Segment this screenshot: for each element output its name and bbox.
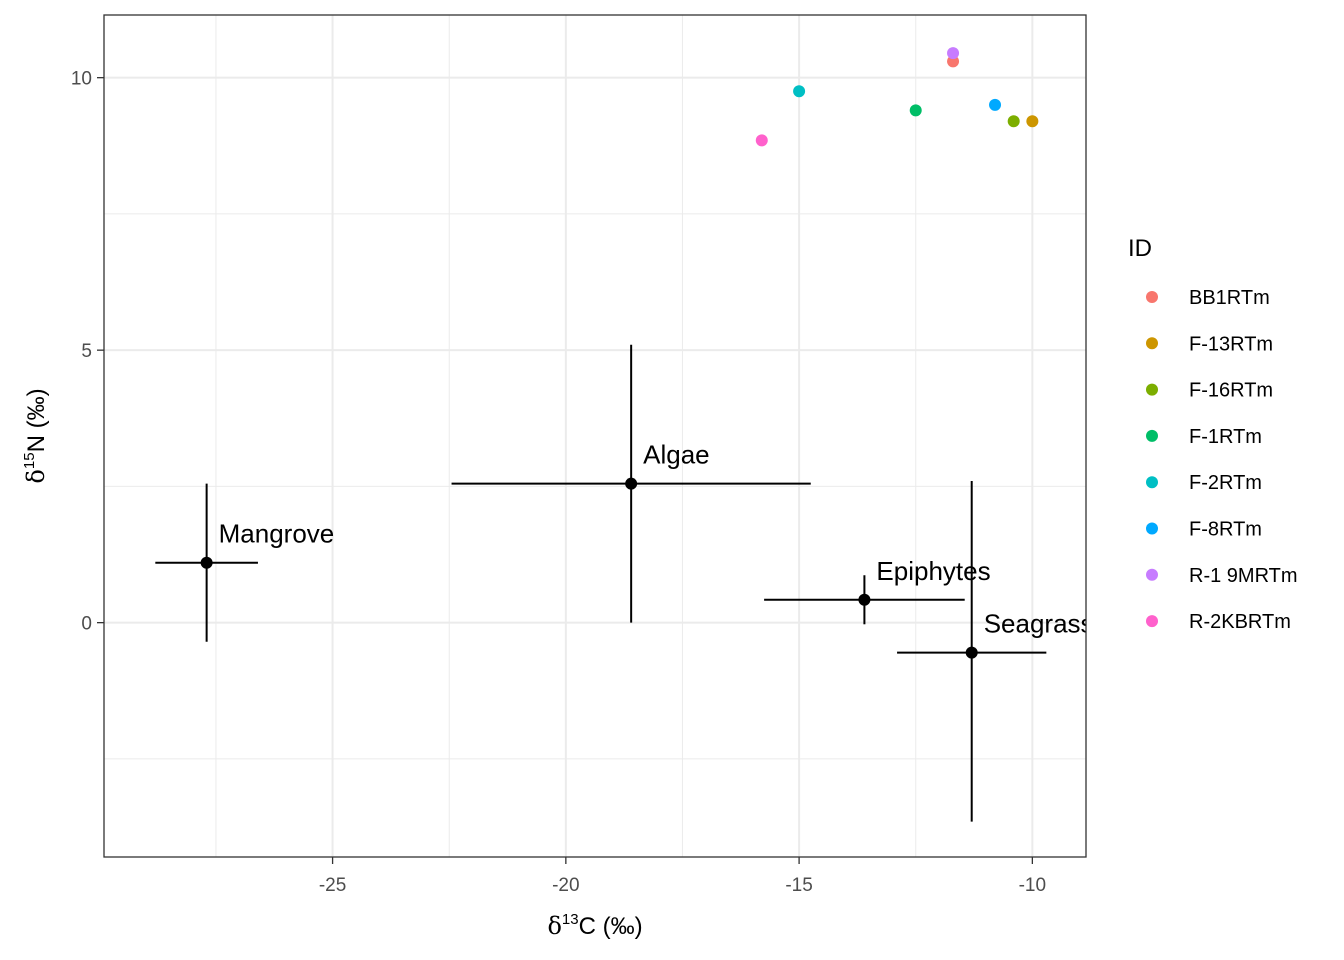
legend-items: BB1RTm F-13RTm F-16RTm F-1RTm F-2RTm F-8RTm R-… <box>1146 287 1298 633</box>
plot-panel-background <box>104 15 1086 857</box>
legend-label: F-8RTm <box>1189 519 1262 541</box>
x-axis-ticks: -25 -20 -15 -10 <box>319 857 1046 896</box>
y-axis-title-superscript: 15 <box>21 452 38 469</box>
consumer-point-f-1rtm <box>909 104 922 117</box>
x-axis-title-superscript: 13 <box>562 911 579 928</box>
legend-key-r-2kbrtm <box>1146 615 1158 628</box>
algae-mean-point <box>625 477 638 490</box>
x-axis-title-prefix: δ <box>547 912 561 940</box>
legend-key-f-13rtm <box>1146 337 1158 350</box>
source-error-bars <box>155 344 1047 822</box>
consumer-point-r-1-9mrtm <box>947 47 960 60</box>
major-gridlines <box>104 15 1086 857</box>
plot-panel-border <box>103 14 1087 858</box>
y-tick-label: 10 <box>71 69 92 90</box>
minor-gridlines <box>104 15 1086 857</box>
legend-key-f-8rtm <box>1146 522 1158 535</box>
legend-title: ID <box>1128 235 1152 262</box>
legend-key-f-16rtm <box>1146 383 1158 396</box>
legend-key-bb1rtm <box>1146 291 1158 303</box>
epiphytes-mean-point <box>858 593 871 606</box>
legend-label: F-1RTm <box>1189 426 1262 448</box>
mangrove-label: Mangrove <box>219 519 335 549</box>
legend-label: F-16RTm <box>1189 380 1273 402</box>
epiphytes-label: Epiphytes <box>876 556 990 586</box>
seagrass-mean-point <box>965 646 978 659</box>
consumer-point-f-2rtm <box>793 85 806 98</box>
legend-key-f-2rtm <box>1146 476 1158 489</box>
legend-label: BB1RTm <box>1189 287 1270 309</box>
x-tick-label: -10 <box>1019 875 1046 896</box>
legend-key-f-1rtm <box>1146 429 1158 442</box>
legend-label: F-13RTm <box>1189 333 1273 355</box>
y-axis-ticks: 0 5 10 <box>71 69 104 635</box>
algae-label: Algae <box>643 440 710 470</box>
y-axis-title: δ15N (‰) <box>21 388 50 483</box>
mangrove-mean-point <box>200 556 213 569</box>
legend-label: R-1 9MRTm <box>1189 565 1298 587</box>
y-tick-label: 0 <box>81 614 92 635</box>
x-axis-title-suffix: C (‰) <box>579 913 643 940</box>
x-tick-label: -25 <box>319 875 346 896</box>
x-axis-title: δ13C (‰) <box>547 911 642 940</box>
consumer-point-f-8rtm <box>989 98 1002 111</box>
legend: ID BB1RTm F-13RTm F-16RTm F-1RTm F-2RTm F-8RT… <box>1128 235 1298 633</box>
legend-label: R-2KBRTm <box>1189 611 1291 633</box>
y-axis-title-prefix: δ <box>22 469 50 483</box>
consumer-point-f-16rtm <box>1007 115 1020 128</box>
y-axis-title-suffix: N (‰) <box>23 388 50 452</box>
consumer-points <box>755 47 1039 147</box>
seagrass-label: Seagrass <box>984 609 1094 639</box>
consumer-point-f-13rtm <box>1026 115 1039 128</box>
legend-label: F-2RTm <box>1189 472 1262 494</box>
x-tick-label: -20 <box>552 875 579 896</box>
source-labels: Mangrove Algae Epiphytes Seagrass <box>219 440 1094 639</box>
consumer-point-r-2kbrtm <box>755 134 768 147</box>
legend-key-r-1-9mrtm <box>1146 568 1158 581</box>
y-tick-label: 5 <box>81 341 92 362</box>
x-tick-label: -15 <box>785 875 812 896</box>
